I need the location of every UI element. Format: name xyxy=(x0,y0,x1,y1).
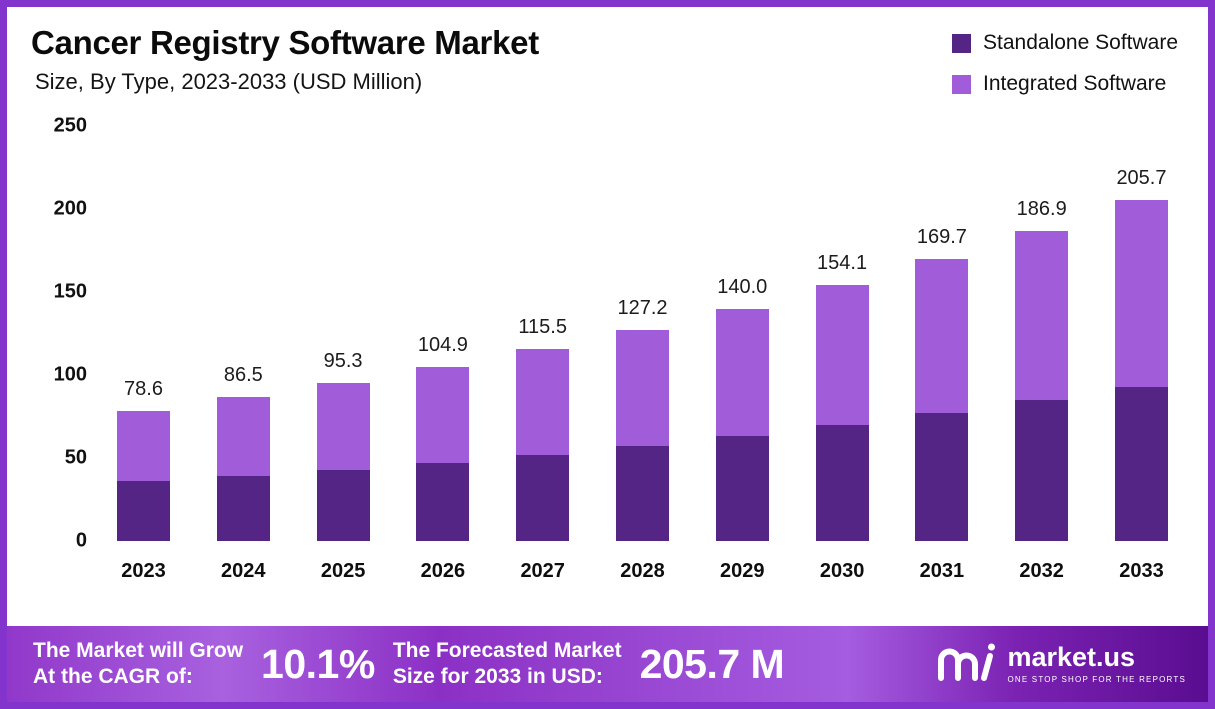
bar-segment-integrated xyxy=(1114,199,1168,387)
forecast-value: 205.7 M xyxy=(639,640,785,687)
y-axis-tick-label: 100 xyxy=(53,363,87,386)
bar-total-label: 86.5 xyxy=(223,364,263,387)
bar-total-label: 127.2 xyxy=(617,296,668,319)
x-axis-label: 2025 xyxy=(320,560,366,582)
x-axis-label: 2032 xyxy=(1019,560,1064,582)
bar-total-label: 115.5 xyxy=(518,316,567,339)
forecast-label-line2: Size for 2033 in USD: xyxy=(392,665,603,688)
y-axis-tick-label: 250 xyxy=(53,114,87,137)
legend-label: Integrated Software xyxy=(983,72,1167,95)
forecast-label: The Forecasted Market Size for 2033 in U… xyxy=(393,638,622,691)
bar-2031: 169.7 xyxy=(915,226,969,541)
bar-2023: 78.6 xyxy=(117,378,170,541)
title-block: Cancer Registry Software Market Size, By… xyxy=(31,23,539,95)
legend-item-standalone: Standalone Software xyxy=(952,31,1178,55)
bar-segment-integrated xyxy=(416,366,470,463)
legend-swatch xyxy=(952,33,972,53)
page-title: Cancer Registry Software Market xyxy=(31,24,539,61)
bar-segment-integrated xyxy=(216,397,270,477)
brand-tagline: ONE STOP SHOP FOR THE REPORTS xyxy=(1007,675,1186,684)
bar-total-label: 95.3 xyxy=(323,349,363,372)
bar-2030: 154.1 xyxy=(815,252,869,541)
y-axis: 0 50 100 150 200 250 xyxy=(7,115,87,552)
bar-segment-standalone xyxy=(216,476,270,541)
bar-segment-standalone xyxy=(416,462,470,541)
bar-segment-standalone xyxy=(516,454,570,541)
bar-2024: 86.5 xyxy=(216,364,270,541)
x-axis-label: 2026 xyxy=(420,560,466,582)
bar-segment-standalone xyxy=(1114,386,1168,541)
y-axis-tick-label: 200 xyxy=(53,197,87,220)
bar-segment-integrated xyxy=(516,349,570,455)
bar-total-label: 78.6 xyxy=(124,377,163,400)
y-axis-tick-label: 0 xyxy=(75,529,87,552)
bar-2028: 127.2 xyxy=(615,296,669,541)
bar-total-label: 205.7 xyxy=(1116,166,1167,189)
bar-segment-integrated xyxy=(117,410,170,482)
bar-segment-integrated xyxy=(815,285,869,425)
bar-segment-standalone xyxy=(715,436,769,541)
page-subtitle: Size, By Type, 2023-2033 (USD Million) xyxy=(35,68,423,94)
x-axis-label: 2027 xyxy=(520,560,565,582)
x-axis-label: 2024 xyxy=(221,560,266,582)
x-axis-label: 2028 xyxy=(620,560,665,582)
plot-area: 78.6 86.5 95.3 104.9 115.5 127.2 140.0 154.1 169… xyxy=(117,126,1168,541)
brand-block: market.us ONE STOP SHOP FOR THE REPORTS xyxy=(935,640,1186,689)
bar-segment-integrated xyxy=(615,329,669,447)
market-us-logo-icon xyxy=(935,640,997,689)
bar-2025: 95.3 xyxy=(316,349,370,541)
bar-2026: 104.9 xyxy=(416,333,470,541)
stacked-bar-chart: 0 50 100 150 200 250 78.6 86.5 95.3 104.9 115.5 12… xyxy=(7,98,1208,628)
x-axis-label: 2029 xyxy=(720,560,765,582)
forecast-label-line1: The Forecasted Market xyxy=(392,638,622,662)
bar-total-label: 154.1 xyxy=(817,252,868,275)
bar-total-label: 104.9 xyxy=(417,333,468,356)
bar-segment-integrated xyxy=(715,308,769,437)
legend: Standalone Software Integrated Software xyxy=(952,23,1178,96)
footer-banner: The Market will Grow At the CAGR of: 10.… xyxy=(7,626,1208,702)
x-axis-label: 2030 xyxy=(819,560,865,582)
bar-total-label: 140.0 xyxy=(717,275,768,298)
bar-segment-standalone xyxy=(915,413,969,541)
bar-2032: 186.9 xyxy=(1015,197,1069,541)
bar-2033: 205.7 xyxy=(1114,166,1168,541)
bar-total-label: 186.9 xyxy=(1016,197,1067,220)
bar-segment-integrated xyxy=(915,259,969,414)
legend-label: Standalone Software xyxy=(983,31,1178,54)
cagr-label-line2: At the CAGR of: xyxy=(33,665,193,688)
bar-segment-integrated xyxy=(316,382,370,471)
bar-segment-standalone xyxy=(1015,399,1069,541)
brand-text: market.us ONE STOP SHOP FOR THE REPORTS xyxy=(1007,642,1186,685)
x-axis-label: 2031 xyxy=(919,560,965,582)
bar-2027: 115.5 xyxy=(516,316,570,541)
bar-segment-integrated xyxy=(1015,230,1069,400)
header: Cancer Registry Software Market Size, By… xyxy=(7,7,1208,96)
y-axis-tick-label: 50 xyxy=(64,446,87,469)
bar-segment-standalone xyxy=(815,424,869,541)
legend-swatch xyxy=(952,74,972,94)
x-axis-label: 2033 xyxy=(1119,560,1164,582)
bar-segment-standalone xyxy=(117,481,170,541)
bar-total-label: 169.7 xyxy=(916,226,967,249)
y-axis-tick-label: 150 xyxy=(53,280,87,303)
cagr-label-line1: The Market will Grow xyxy=(33,638,244,662)
cagr-value: 10.1% xyxy=(261,640,375,687)
bar-segment-standalone xyxy=(316,470,370,541)
bar-2029: 140.0 xyxy=(715,275,769,541)
x-axis-labels: 2023 2024 2025 2026 2027 2028 2029 2030 2031 2032… xyxy=(117,560,1168,583)
legend-item-integrated: Integrated Software xyxy=(952,72,1178,96)
bar-segment-standalone xyxy=(615,446,669,541)
cagr-label: The Market will Grow At the CAGR of: xyxy=(33,638,243,691)
x-axis-label: 2023 xyxy=(121,560,166,582)
brand-name: market.us xyxy=(1007,642,1136,672)
